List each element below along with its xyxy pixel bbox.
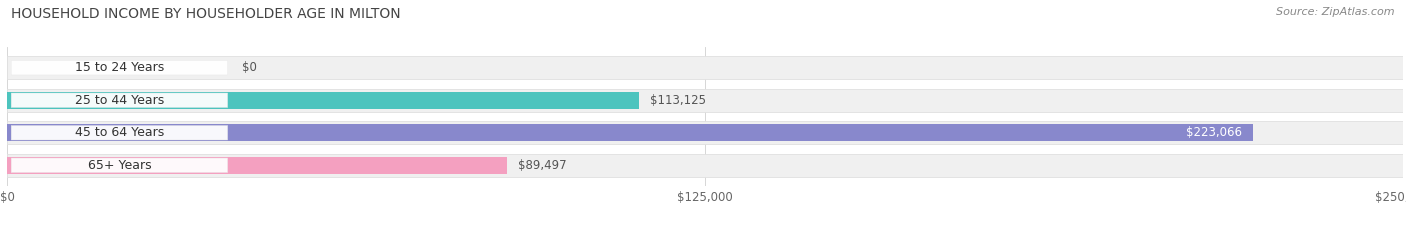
Bar xyxy=(7,124,1253,141)
FancyBboxPatch shape xyxy=(11,93,228,107)
FancyBboxPatch shape xyxy=(11,61,228,75)
Text: 15 to 24 Years: 15 to 24 Years xyxy=(75,61,165,74)
Bar xyxy=(7,89,1403,112)
Bar xyxy=(7,157,506,174)
Text: $0: $0 xyxy=(242,61,256,74)
Text: $223,066: $223,066 xyxy=(1185,126,1241,139)
Text: $89,497: $89,497 xyxy=(517,159,567,172)
Bar xyxy=(7,56,1403,79)
Text: $113,125: $113,125 xyxy=(650,94,706,107)
Text: 25 to 44 Years: 25 to 44 Years xyxy=(75,94,165,107)
Text: 45 to 64 Years: 45 to 64 Years xyxy=(75,126,165,139)
Bar xyxy=(7,121,1403,144)
Bar xyxy=(7,154,1403,177)
Text: 65+ Years: 65+ Years xyxy=(87,159,152,172)
FancyBboxPatch shape xyxy=(11,158,228,172)
Text: Source: ZipAtlas.com: Source: ZipAtlas.com xyxy=(1277,7,1395,17)
Text: HOUSEHOLD INCOME BY HOUSEHOLDER AGE IN MILTON: HOUSEHOLD INCOME BY HOUSEHOLDER AGE IN M… xyxy=(11,7,401,21)
Bar xyxy=(7,92,638,109)
FancyBboxPatch shape xyxy=(11,126,228,140)
